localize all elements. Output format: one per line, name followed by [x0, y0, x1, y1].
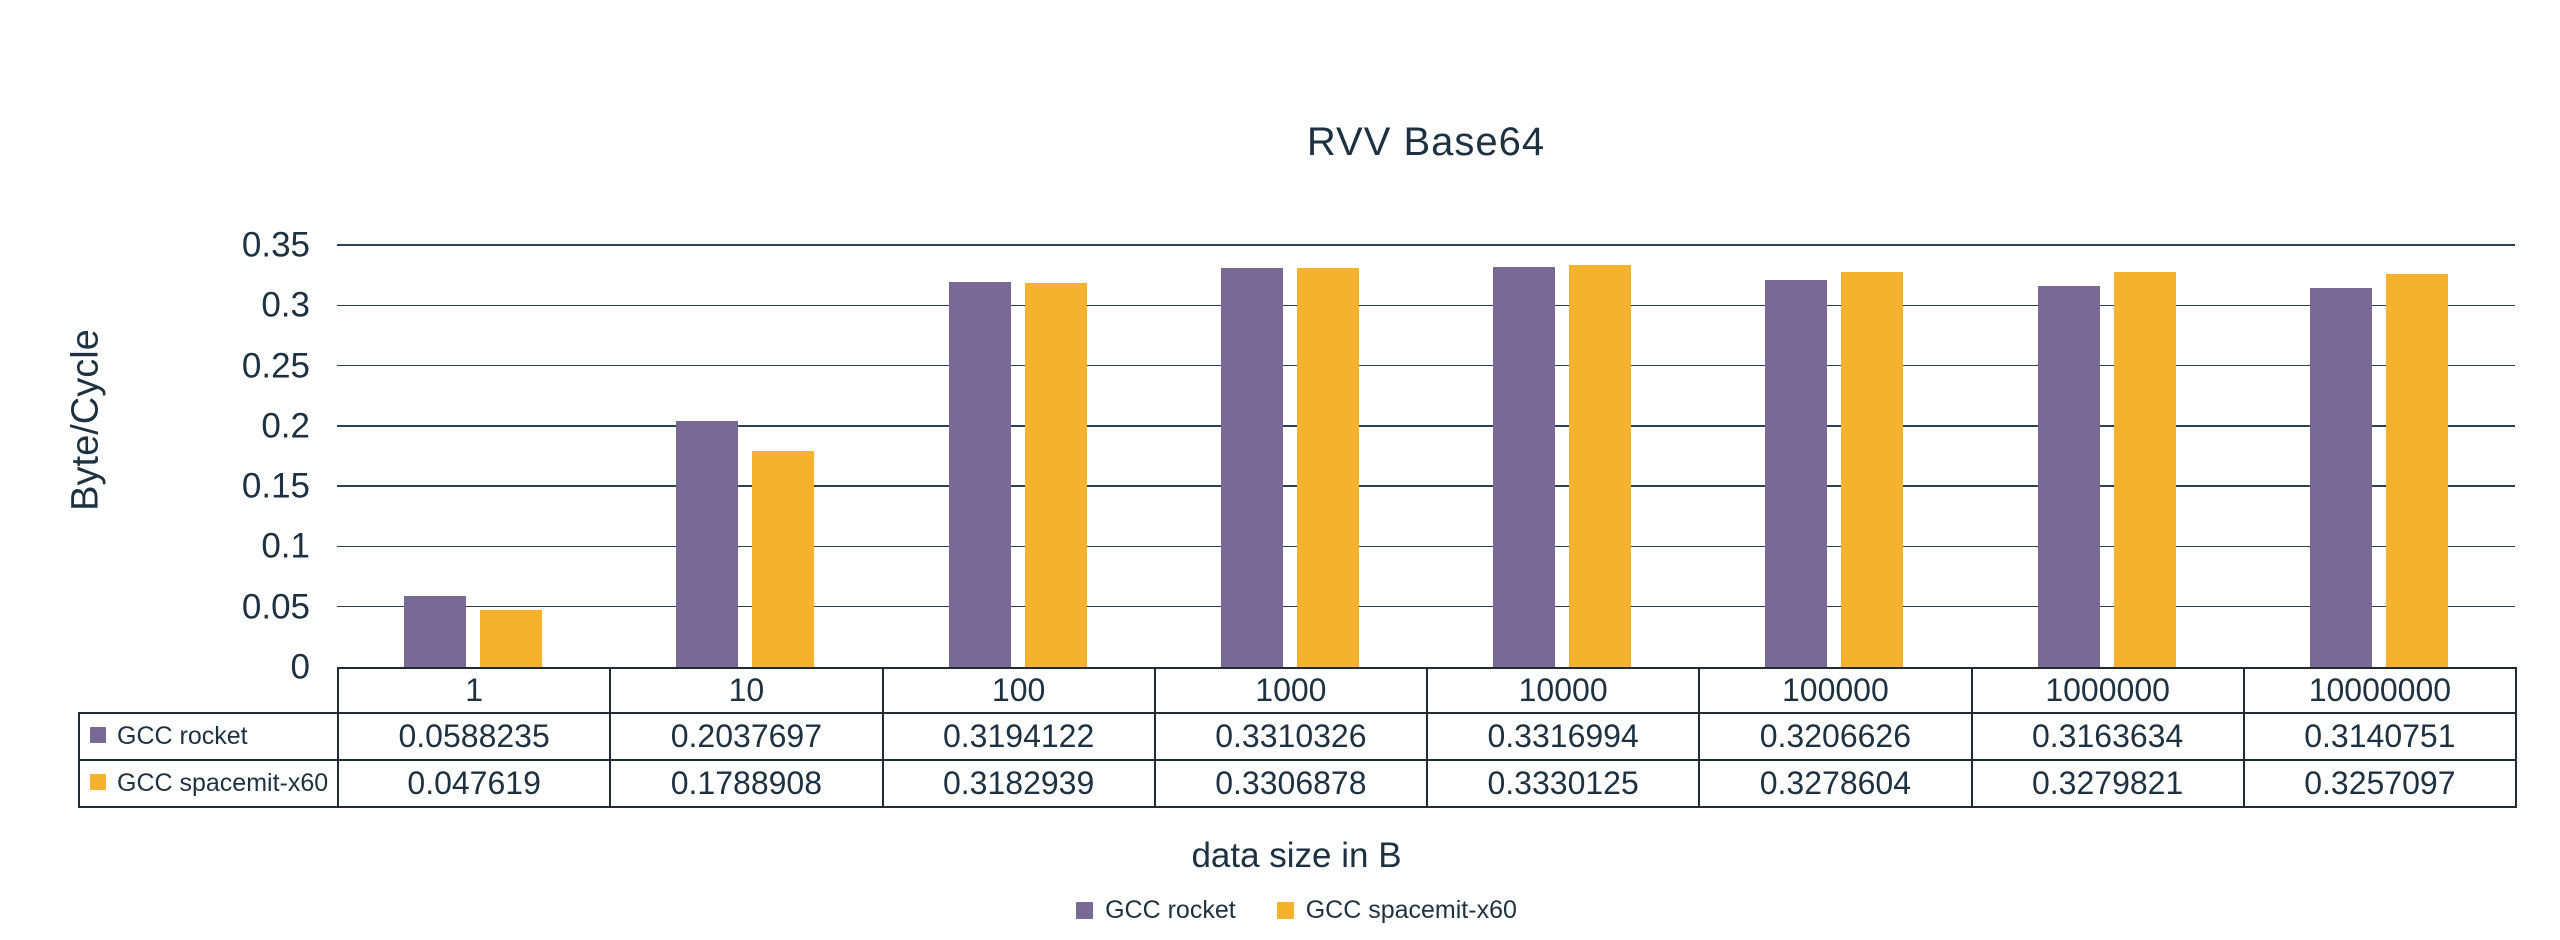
bar-gcc-rocket-10000000: [2309, 288, 2372, 667]
bar-group-10000: [1426, 245, 1698, 667]
legend-label: GCC rocket: [1105, 896, 1236, 924]
legend-label: GCC spacemit-x60: [1305, 896, 1517, 924]
bar-gcc-spacemit-x60-1000000: [2113, 271, 2176, 667]
table-category-cell: 1: [336, 667, 612, 714]
y-tick-label: 0.15: [241, 466, 310, 506]
y-tick-label: 0.2: [261, 406, 310, 446]
legend-item-gcc-rocket: GCC rocket: [1076, 896, 1236, 925]
y-tick-label: 0.35: [241, 225, 310, 265]
gridline-0.05: [337, 605, 2515, 608]
y-tick-label: 0.25: [241, 346, 310, 386]
series-name: GCC rocket: [117, 722, 248, 750]
table-category-cell: 1000000: [1970, 667, 2245, 714]
gridline-0.15: [337, 485, 2515, 487]
bar-gcc-spacemit-x60-100000: [1841, 271, 1904, 667]
bar-group-1000000: [1971, 245, 2243, 667]
table-value-cell: 0.3279821: [1970, 759, 2245, 808]
x-axis-title: data size in B: [1191, 836, 1402, 875]
bar-gcc-spacemit-x60-10000000: [2385, 274, 2448, 667]
bar-group-100000: [1698, 245, 1970, 667]
table-category-cell: 100: [881, 667, 1156, 714]
table-value-cell: 0.3330125: [1425, 759, 1701, 808]
bar-gcc-rocket-100000: [1765, 280, 1828, 667]
table-category-cell: 100000: [1698, 667, 1973, 714]
data-table-grid: 1 10 100 1000 10000 100000 1000000 10000000 GCC …: [78, 667, 2518, 808]
table-value-cell: 0.3206626: [1698, 712, 1973, 761]
table-value-cell: 0.3306878: [1153, 759, 1429, 808]
bar-gcc-rocket-1000000: [2037, 285, 2100, 667]
table-category-cell: 1000: [1153, 667, 1429, 714]
table-value-cell: 0.3140751: [2242, 712, 2518, 761]
bar-gcc-spacemit-x60-10000: [1569, 265, 1632, 667]
bar-group-10000000: [2243, 245, 2515, 667]
bar-gcc-rocket-100: [948, 281, 1011, 667]
legend-swatch-icon: [1276, 902, 1294, 919]
table-value-cell: 0.2037697: [609, 712, 884, 761]
bar-gcc-spacemit-x60-10: [752, 451, 815, 667]
table-series-row-gcc-spacemit-x60: GCC spacemit-x60 0.047619 0.1788908 0.31829…: [78, 759, 2518, 808]
legend-swatch-icon: [1076, 902, 1094, 919]
y-tick-label: 0: [290, 647, 310, 687]
bar-gcc-spacemit-x60-1: [480, 609, 543, 667]
table-row-header-gcc-spacemit-x60: GCC spacemit-x60: [78, 759, 339, 808]
gridline-0.35: [337, 244, 2515, 246]
table-category-cell: 10000000: [2242, 667, 2518, 714]
legend-item-gcc-spacemit-x60: GCC spacemit-x60: [1276, 896, 1517, 925]
gridline-0.3: [337, 304, 2515, 307]
gridline-0.2: [337, 425, 2515, 427]
bar-gcc-spacemit-x60-100: [1024, 283, 1087, 667]
series-swatch-icon: [90, 774, 106, 791]
table-value-cell: 0.3278604: [1698, 759, 1973, 808]
table-category-cell: 10000: [1425, 667, 1701, 714]
table-series-row-gcc-rocket: GCC rocket 0.0588235 0.2037697 0.3194122 0.3…: [78, 712, 2518, 761]
legend: GCC rocket GCC spacemit-x60: [78, 896, 2515, 925]
table-value-cell: 0.3182939: [881, 759, 1156, 808]
table-value-cell: 0.3310326: [1153, 712, 1429, 761]
table-value-cell: 0.3163634: [1970, 712, 2245, 761]
table-value-cell: 0.047619: [336, 759, 612, 808]
table-value-cell: 0.3257097: [2242, 759, 2518, 808]
chart-title: RVV Base64: [1306, 120, 1546, 164]
table-value-cell: 0.3316994: [1425, 712, 1701, 761]
bar-gcc-rocket-10: [676, 421, 739, 667]
table-row-header-gcc-rocket: GCC rocket: [78, 712, 339, 761]
bar-gcc-spacemit-x60-1000: [1296, 268, 1359, 667]
series-name: GCC spacemit-x60: [117, 769, 329, 797]
bar-gcc-rocket-1: [404, 596, 467, 667]
plot-area: 0 0.05 0.1 0.15 0.2 0.25 0.3 0.35: [242, 228, 2515, 685]
y-axis-title: Byte/Cycle: [64, 329, 107, 511]
bar-gcc-rocket-1000: [1220, 267, 1283, 667]
bar-group-100: [882, 245, 1154, 667]
table-category-cell: 10: [609, 667, 884, 714]
gridline-0.25: [337, 364, 2515, 367]
table-value-cell: 0.0588235: [336, 712, 612, 761]
y-tick-label: 0.05: [241, 587, 310, 627]
bar-group-1000: [1154, 245, 1426, 667]
bar-group-1: [337, 245, 609, 667]
series-swatch-icon: [90, 727, 106, 744]
y-tick-label: 0.1: [261, 526, 310, 566]
bar-group-10: [609, 245, 881, 667]
bar-gcc-rocket-10000: [1493, 267, 1556, 667]
table-category-row: 1 10 100 1000 10000 100000 1000000 10000000: [79, 667, 2518, 714]
table-value-cell: 0.3194122: [881, 712, 1156, 761]
y-tick-label: 0.3: [261, 285, 310, 325]
table-value-cell: 0.1788908: [609, 759, 884, 808]
data-table: 1 10 100 1000 10000 100000 1000000 10000000 GCC …: [78, 667, 2518, 808]
table-corner-blank: [79, 668, 338, 713]
gridline-0.1: [337, 545, 2515, 548]
